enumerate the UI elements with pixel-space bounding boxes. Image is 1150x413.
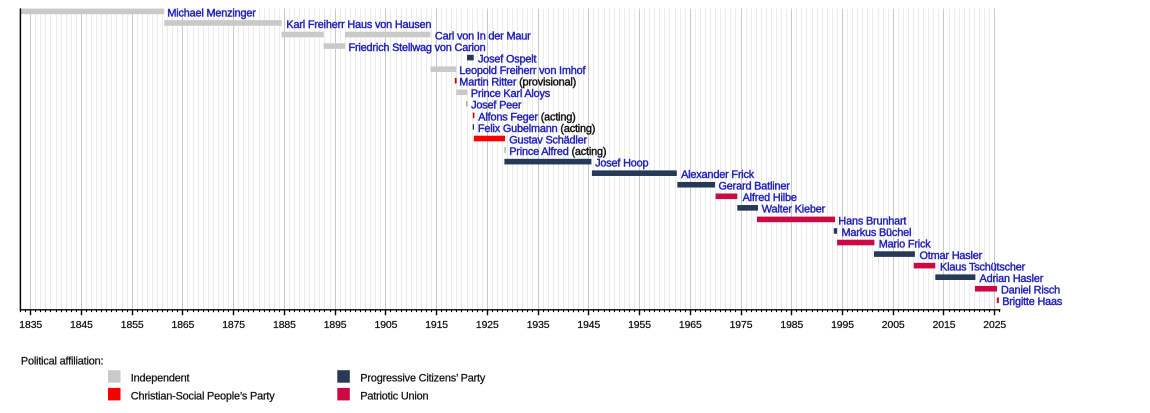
svg-text:Alfons Feger (acting): Alfons Feger (acting) xyxy=(478,111,575,123)
svg-text:1955: 1955 xyxy=(628,320,651,331)
svg-text:Markus Büchel: Markus Büchel xyxy=(842,227,912,239)
svg-text:1915: 1915 xyxy=(425,320,448,331)
svg-text:Prince Alfred (acting): Prince Alfred (acting) xyxy=(509,146,606,158)
svg-text:Brigitte Haas: Brigitte Haas xyxy=(1002,296,1063,308)
svg-text:Gustav Schädler: Gustav Schädler xyxy=(509,134,587,146)
svg-text:Martin Ritter (provisional): Martin Ritter (provisional) xyxy=(459,77,576,89)
svg-text:Mario Frick: Mario Frick xyxy=(879,238,932,250)
svg-text:Otmar Hasler: Otmar Hasler xyxy=(920,250,983,262)
svg-text:Josef Ospelt: Josef Ospelt xyxy=(478,53,537,65)
svg-text:Carl von In der Maur: Carl von In der Maur xyxy=(435,30,531,42)
svg-text:Prince Karl Aloys: Prince Karl Aloys xyxy=(471,88,551,100)
svg-text:Josef Peer: Josef Peer xyxy=(471,100,522,112)
svg-text:Patriotic Union: Patriotic Union xyxy=(360,390,428,402)
svg-text:Gerard Batliner: Gerard Batliner xyxy=(719,181,791,193)
svg-text:2025: 2025 xyxy=(983,320,1006,331)
svg-text:1885: 1885 xyxy=(273,320,296,331)
svg-text:Leopold Freiherr von Imhof: Leopold Freiherr von Imhof xyxy=(459,65,586,77)
svg-text:2005: 2005 xyxy=(882,320,905,331)
svg-text:Walter Kieber: Walter Kieber xyxy=(762,204,826,216)
svg-text:Josef Hoop: Josef Hoop xyxy=(595,157,648,169)
svg-text:Christian-Social People’s Part: Christian-Social People’s Party xyxy=(131,390,275,402)
svg-text:Michael Menzinger: Michael Menzinger xyxy=(167,7,256,19)
svg-text:1945: 1945 xyxy=(577,320,600,331)
svg-text:Friedrich Stellwag von Carion: Friedrich Stellwag von Carion xyxy=(349,42,486,54)
svg-text:1905: 1905 xyxy=(375,320,398,331)
svg-text:1865: 1865 xyxy=(172,320,195,331)
svg-text:1975: 1975 xyxy=(730,320,753,331)
svg-text:1835: 1835 xyxy=(19,320,42,331)
svg-text:Felix Gubelmann (acting): Felix Gubelmann (acting) xyxy=(478,123,595,135)
svg-text:Independent: Independent xyxy=(131,373,190,385)
svg-text:Progressive Citizens’ Party: Progressive Citizens’ Party xyxy=(360,373,486,385)
svg-text:Daniel Risch: Daniel Risch xyxy=(1001,285,1060,297)
svg-text:1965: 1965 xyxy=(679,320,702,331)
svg-text:Alexander Frick: Alexander Frick xyxy=(681,169,755,181)
svg-text:1995: 1995 xyxy=(831,320,854,331)
svg-text:1895: 1895 xyxy=(324,320,347,331)
svg-text:1925: 1925 xyxy=(476,320,499,331)
svg-text:2015: 2015 xyxy=(933,320,956,331)
svg-text:Adrian Hasler: Adrian Hasler xyxy=(980,273,1044,285)
svg-text:1985: 1985 xyxy=(780,320,803,331)
svg-text:Klaus Tschütscher: Klaus Tschütscher xyxy=(940,261,1026,273)
svg-text:1935: 1935 xyxy=(527,320,550,331)
svg-text:Hans Brunhart: Hans Brunhart xyxy=(838,215,906,227)
svg-text:Alfred Hilbe: Alfred Hilbe xyxy=(743,192,797,204)
svg-text:Political affiliation:: Political affiliation: xyxy=(21,355,104,367)
svg-text:1855: 1855 xyxy=(121,320,144,331)
svg-text:1875: 1875 xyxy=(222,320,245,331)
svg-text:1845: 1845 xyxy=(70,320,93,331)
svg-text:Karl Freiherr Haus von Hausen: Karl Freiherr Haus von Hausen xyxy=(286,19,431,31)
